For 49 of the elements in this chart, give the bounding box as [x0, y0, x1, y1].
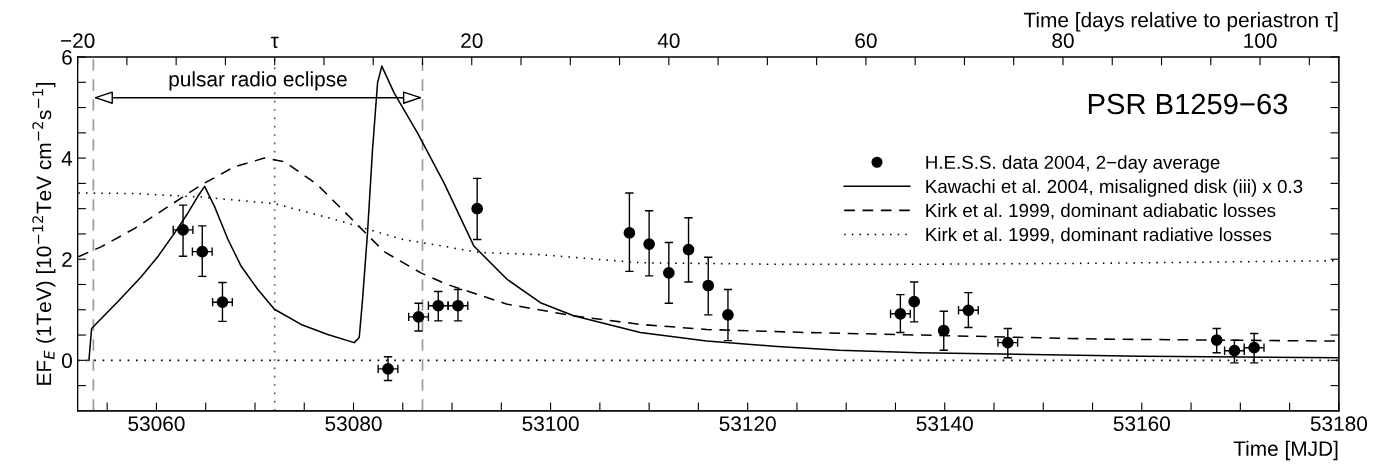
- annotation: pulsar radio eclipse: [169, 71, 347, 91]
- point: [1210, 334, 1223, 346]
- point: [937, 324, 950, 337]
- x2-tick-label: 20: [461, 33, 483, 49]
- point: [1001, 336, 1014, 349]
- x2-tick-label: 80: [1052, 33, 1074, 49]
- legend-label: Kirk et al. 1999, dominant adiabatic losses: [926, 203, 1276, 220]
- legend-label: Kawachi et al. 2004, misaligned disk (iii) x 0.3: [926, 179, 1303, 197]
- point: [432, 299, 445, 312]
- point: [196, 245, 209, 258]
- point: [908, 295, 921, 308]
- x-tick-label: 53100: [522, 416, 579, 432]
- point: [177, 224, 189, 236]
- x-tick-label: 53080: [325, 416, 382, 432]
- point: [702, 279, 715, 292]
- x-tick-label: 53160: [1113, 416, 1170, 432]
- point: [962, 304, 975, 317]
- x-tick-label: 53180: [1310, 416, 1368, 432]
- annotation: PSR B1259−63: [1088, 93, 1288, 115]
- point: [623, 227, 636, 239]
- x-tick-label: 53120: [719, 416, 776, 432]
- point: [382, 363, 394, 375]
- point: [682, 243, 695, 256]
- legend-label: H.E.S.S. data 2004, 2−day average: [926, 155, 1220, 173]
- x2-tick-label: 60: [855, 33, 877, 49]
- point: [452, 299, 464, 312]
- point: [1228, 344, 1241, 357]
- x2-tick-label: τ: [270, 36, 279, 49]
- point: [894, 307, 907, 320]
- point: [471, 202, 484, 215]
- y-tick-label: 0: [61, 353, 72, 369]
- point: [662, 267, 675, 279]
- legend-label: Kirk et al. 1999, dominant radiative losses: [926, 227, 1272, 244]
- x2-tick-label: 100: [1244, 33, 1277, 49]
- x2-tick-label: 40: [657, 33, 680, 49]
- x-tick-label: 53140: [916, 416, 973, 432]
- x-axis-title: Time [MJD]: [1233, 440, 1338, 461]
- y-tick-label: 6: [62, 50, 72, 65]
- point: [643, 238, 655, 250]
- x-tick-label: 53060: [128, 416, 185, 432]
- y-tick-label: 2: [62, 252, 72, 267]
- text: EF$_{E}$ (1TeV) [10$^{−12}$TeV cm$^{−2}$s$^{−1}$]: [32, 83, 56, 385]
- point: [412, 311, 425, 323]
- y-tick-label: 4: [61, 151, 73, 166]
- point: [1248, 341, 1260, 354]
- x2-axis-title: Time [days relative to periastron τ]: [1023, 12, 1338, 32]
- x2-tick-label: −20: [60, 33, 95, 49]
- point: [722, 308, 734, 321]
- point: [216, 296, 229, 309]
